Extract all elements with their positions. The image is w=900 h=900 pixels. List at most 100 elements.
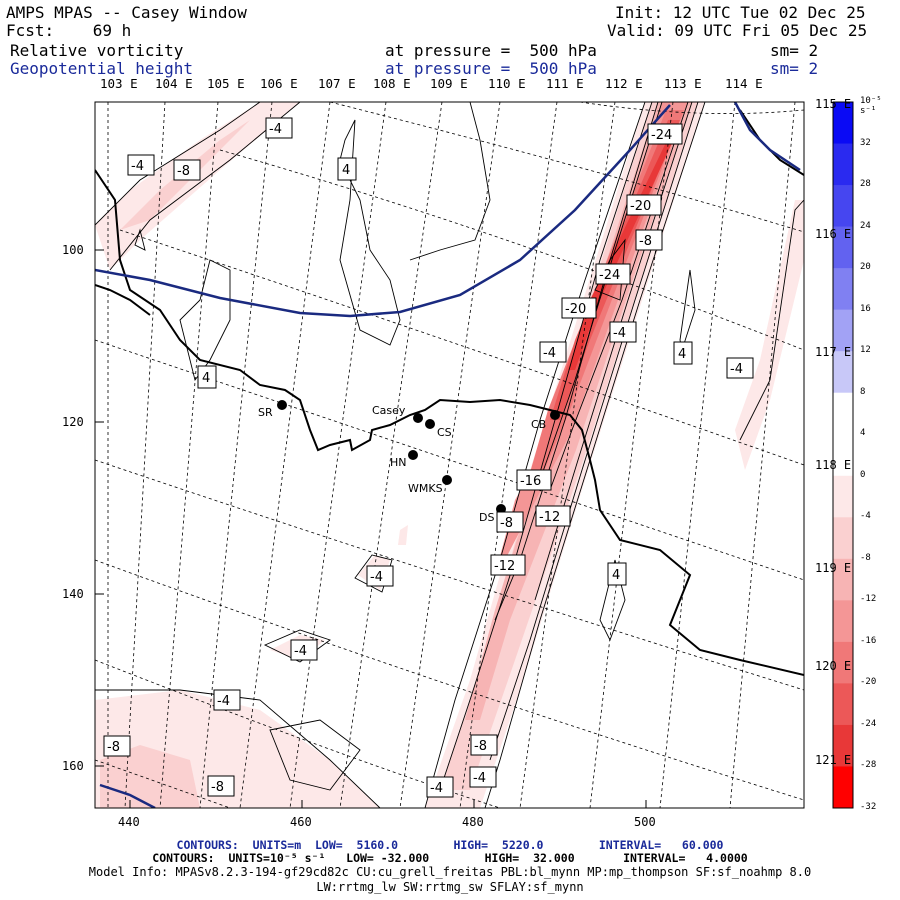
colorbar-label: -8 <box>860 552 871 563</box>
lat-lon-grid <box>95 102 804 808</box>
station-label-cs: CS <box>437 426 452 439</box>
svg-text:-4: -4 <box>269 122 282 137</box>
colorbar-swatch <box>833 102 853 145</box>
y-tick: 120 <box>62 415 84 429</box>
colorbar-label: 16 <box>860 303 871 314</box>
colorbar-swatch <box>833 517 853 560</box>
contour-label: -8 <box>496 511 524 533</box>
colorbar-label: -28 <box>860 760 877 771</box>
colorbar-swatch <box>833 309 853 352</box>
height-contours <box>95 102 801 808</box>
colorbar-swatch <box>833 641 853 684</box>
station-labels: SR Casey CS HN WMKS DS CB <box>258 404 546 524</box>
y-tick: 100 <box>62 243 84 257</box>
contour-labels: -4 -4 -8 4 -24 -20 -8 -24 -20 -4 -4 4 -4… <box>103 117 754 798</box>
station-label-ds: DS <box>479 511 494 524</box>
field2-pressure: at pressure = 500 hPa <box>385 59 597 78</box>
right-lat-label: 115 E <box>815 97 852 111</box>
svg-text:-4: -4 <box>613 326 626 341</box>
contour-label: -4 <box>539 341 567 363</box>
station-dot-cb <box>550 410 560 420</box>
svg-text:-20: -20 <box>630 199 651 214</box>
lon-label: 108 E <box>373 76 411 91</box>
lon-label: 106 E <box>260 76 298 91</box>
contour-label: -4 <box>290 639 318 661</box>
colorbar-swatch <box>833 475 853 518</box>
forecast-hour: Fcst: 69 h <box>6 21 132 40</box>
svg-text:-24: -24 <box>651 128 672 143</box>
contour-label: -4 <box>426 776 454 798</box>
station-dot-hn <box>408 450 418 460</box>
lon-label: 110 E <box>488 76 526 91</box>
x-tick: 460 <box>290 815 312 829</box>
colorbar-label: -12 <box>860 594 877 605</box>
contour-label: -16 <box>516 469 552 491</box>
footer-model-info: Model Info: MPASv8.2.3-194-gf29cd82c CU:… <box>88 865 812 879</box>
svg-text:-20: -20 <box>565 302 586 317</box>
svg-text:-8: -8 <box>639 234 652 249</box>
station-dot-sr <box>277 400 287 410</box>
contour-label: -8 <box>173 159 201 181</box>
svg-text:-4: -4 <box>370 570 383 585</box>
lon-label: 113 E <box>664 76 702 91</box>
svg-text:4: 4 <box>342 163 350 178</box>
y-tick: 140 <box>62 587 84 601</box>
svg-text:-12: -12 <box>539 510 560 525</box>
colorbar-swatch <box>833 351 853 394</box>
field1-name: Relative vorticity <box>10 41 184 60</box>
colorbar-swatch <box>833 268 853 311</box>
svg-text:-8: -8 <box>177 164 190 179</box>
svg-text:4: 4 <box>202 371 210 386</box>
colorbar-label: 4 <box>860 428 866 439</box>
map-title: AMPS MPAS -- Casey Window <box>6 3 247 22</box>
contour-label: 4 <box>197 365 217 389</box>
colorbar-swatch <box>833 600 853 643</box>
svg-text:-4: -4 <box>730 362 743 377</box>
x-tick: 500 <box>634 815 656 829</box>
colorbar-swatch <box>833 185 853 228</box>
contour-label: -8 <box>103 735 131 757</box>
contour-label: -24 <box>595 263 631 285</box>
footer-physics: LW:rrtmg_lw SW:rrtmg_sw SFLAY:sf_mynn <box>316 880 584 894</box>
svg-text:4: 4 <box>612 568 620 583</box>
colorbar-label: -24 <box>860 718 877 729</box>
lon-label: 107 E <box>318 76 356 91</box>
contour-label: -4 <box>469 766 497 788</box>
station-dot-cs <box>425 419 435 429</box>
colorbar-label: -32 <box>860 802 877 812</box>
lon-label: 105 E <box>207 76 245 91</box>
footer-vorticity-contours: CONTOURS: UNITS=10⁻⁵ s⁻¹ LOW= -32.000 HI… <box>152 851 748 865</box>
lon-label: 111 E <box>546 76 584 91</box>
lon-label: 104 E <box>155 76 193 91</box>
field1-sm: sm= 2 <box>770 41 819 60</box>
colorbar-label: 28 <box>860 179 871 190</box>
svg-text:-8: -8 <box>500 516 513 531</box>
svg-text:-24: -24 <box>599 268 620 283</box>
contour-label: -24 <box>647 123 683 145</box>
svg-text:-4: -4 <box>543 346 556 361</box>
svg-text:-4: -4 <box>430 781 443 796</box>
contour-label: -12 <box>535 505 571 527</box>
right-lat-label: 120 E <box>815 659 852 673</box>
colorbar-swatch <box>833 724 853 767</box>
right-lat-label: 119 E <box>815 561 852 575</box>
station-label-casey: Casey <box>372 404 406 417</box>
colorbar-swatch <box>833 392 853 435</box>
contour-label: -4 <box>366 565 394 587</box>
footer-height-contours: CONTOURS: UNITS=m LOW= 5160.0 HIGH= 5220… <box>176 838 724 852</box>
contour-label: -8 <box>470 734 498 756</box>
colorbar <box>833 102 853 809</box>
right-lat-label: 117 E <box>815 345 852 359</box>
axis-ticks <box>95 249 647 808</box>
station-label-sr: SR <box>258 406 273 419</box>
contour-label: -4 <box>127 154 155 176</box>
colorbar-label: 32 <box>860 137 871 148</box>
colorbar-label: 0 <box>860 469 866 480</box>
colorbar-label: -4 <box>860 511 871 522</box>
colorbar-units: 10⁻⁵ s⁻¹ <box>860 96 882 116</box>
colorbar-swatch <box>833 558 853 601</box>
svg-text:4: 4 <box>678 347 686 362</box>
x-tick: 440 <box>118 815 140 829</box>
colorbar-label: -16 <box>860 635 877 646</box>
